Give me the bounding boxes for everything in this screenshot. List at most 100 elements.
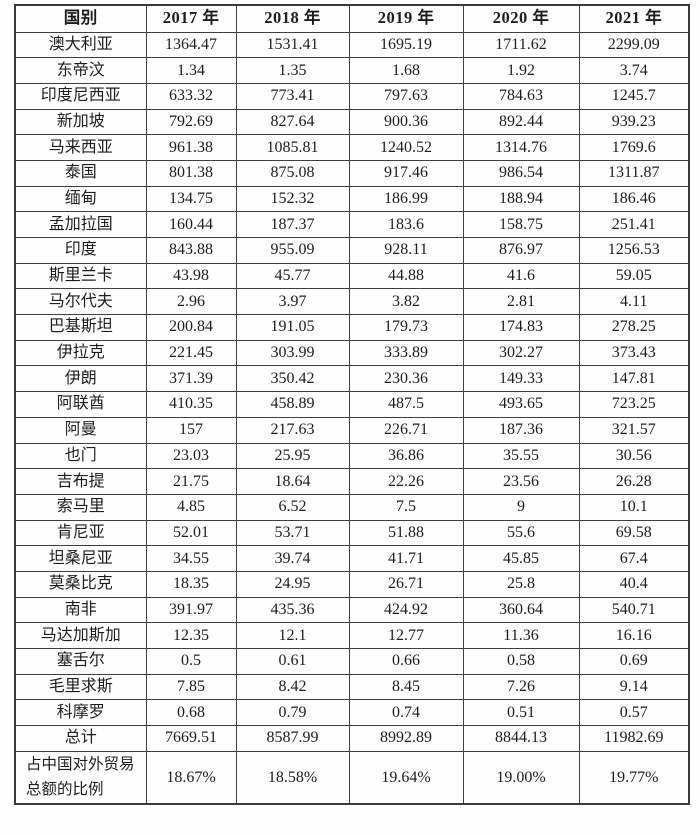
table-row: 阿联酋 410.35 458.89 487.5 493.65 723.25 bbox=[14, 391, 690, 418]
value-cell: 188.94 bbox=[462, 185, 580, 213]
value-cell: 52.01 bbox=[145, 519, 237, 547]
value-cell: 8.45 bbox=[348, 673, 464, 701]
value-cell: 11.36 bbox=[462, 622, 580, 649]
table-row: 坦桑尼亚 34.55 39.74 41.71 45.85 67.4 bbox=[14, 545, 690, 572]
value-cell: 12.77 bbox=[348, 622, 464, 649]
value-cell: 1769.6 bbox=[578, 134, 690, 161]
table-row: 阿曼 157 217.63 226.71 187.36 321.57 bbox=[14, 416, 690, 444]
table-row: 占中国对外贸易总额的比例 18.67% 18.58% 19.64% 19.00% 19.7… bbox=[14, 750, 690, 805]
country-cell: 缅甸 bbox=[14, 185, 147, 213]
trade-table: 国别 2017 年 2018 年 2019 年 2020 年 2021 年 澳大… bbox=[14, 4, 690, 806]
value-cell: 11982.69 bbox=[578, 725, 690, 752]
value-cell: 152.32 bbox=[235, 185, 350, 213]
value-cell: 801.38 bbox=[145, 159, 237, 187]
value-cell: 435.36 bbox=[235, 596, 350, 624]
value-cell: 18.64 bbox=[235, 468, 350, 495]
value-cell: 792.69 bbox=[145, 108, 237, 136]
value-cell: 0.5 bbox=[145, 648, 237, 675]
value-cell: 540.71 bbox=[578, 596, 690, 624]
country-cell: 东帝汶 bbox=[14, 57, 147, 84]
value-cell: 1.92 bbox=[462, 57, 580, 84]
table-row: 总计 7669.51 8587.99 8992.89 8844.13 11982.69 bbox=[14, 725, 690, 752]
country-cell: 占中国对外贸易总额的比例 bbox=[14, 750, 147, 805]
country-cell: 马来西亚 bbox=[14, 134, 147, 161]
header-country: 国别 bbox=[14, 4, 147, 33]
value-cell: 134.75 bbox=[145, 185, 237, 213]
value-cell: 179.73 bbox=[348, 314, 464, 341]
value-cell: 19.64% bbox=[348, 750, 464, 805]
value-cell: 458.89 bbox=[235, 391, 350, 418]
country-cell: 泰国 bbox=[14, 159, 147, 187]
country-cell: 科摩罗 bbox=[14, 699, 147, 727]
value-cell: 217.63 bbox=[235, 416, 350, 444]
value-cell: 26.28 bbox=[578, 468, 690, 495]
value-cell: 53.71 bbox=[235, 519, 350, 547]
table-row: 新加坡 792.69 827.64 900.36 892.44 939.23 bbox=[14, 108, 690, 136]
value-cell: 55.6 bbox=[462, 519, 580, 547]
value-cell: 18.35 bbox=[145, 570, 237, 598]
country-cell: 坦桑尼亚 bbox=[14, 545, 147, 572]
value-cell: 40.4 bbox=[578, 570, 690, 598]
value-cell: 41.71 bbox=[348, 545, 464, 572]
value-cell: 12.35 bbox=[145, 622, 237, 649]
value-cell: 41.6 bbox=[462, 262, 580, 290]
country-cell: 索马里 bbox=[14, 493, 147, 521]
value-cell: 19.77% bbox=[578, 750, 690, 805]
value-cell: 487.5 bbox=[348, 391, 464, 418]
country-cell: 孟加拉国 bbox=[14, 211, 147, 238]
value-cell: 424.92 bbox=[348, 596, 464, 624]
value-cell: 303.99 bbox=[235, 339, 350, 367]
value-cell: 187.36 bbox=[462, 416, 580, 444]
value-cell: 7669.51 bbox=[145, 725, 237, 752]
country-cell: 印度 bbox=[14, 237, 147, 264]
value-cell: 8844.13 bbox=[462, 725, 580, 752]
table-row: 索马里 4.85 6.52 7.5 9 10.1 bbox=[14, 493, 690, 521]
header-year-2020: 2020 年 bbox=[462, 4, 580, 33]
country-cell: 莫桑比克 bbox=[14, 570, 147, 598]
value-cell: 3.97 bbox=[235, 288, 350, 316]
value-cell: 160.44 bbox=[145, 211, 237, 238]
value-cell: 1.34 bbox=[145, 57, 237, 84]
header-year-2017: 2017 年 bbox=[145, 4, 237, 33]
value-cell: 797.63 bbox=[348, 82, 464, 110]
value-cell: 0.57 bbox=[578, 699, 690, 727]
value-cell: 955.09 bbox=[235, 237, 350, 264]
value-cell: 1711.62 bbox=[462, 31, 580, 59]
country-cell: 新加坡 bbox=[14, 108, 147, 136]
country-cell: 阿联酋 bbox=[14, 391, 147, 418]
value-cell: 493.65 bbox=[462, 391, 580, 418]
value-cell: 2299.09 bbox=[578, 31, 690, 59]
country-cell: 巴基斯坦 bbox=[14, 314, 147, 341]
value-cell: 230.36 bbox=[348, 365, 464, 393]
value-cell: 0.66 bbox=[348, 648, 464, 675]
value-cell: 67.4 bbox=[578, 545, 690, 572]
value-cell: 2.96 bbox=[145, 288, 237, 316]
value-cell: 186.46 bbox=[578, 185, 690, 213]
value-cell: 6.52 bbox=[235, 493, 350, 521]
value-cell: 26.71 bbox=[348, 570, 464, 598]
value-cell: 45.77 bbox=[235, 262, 350, 290]
value-cell: 0.51 bbox=[462, 699, 580, 727]
value-cell: 1695.19 bbox=[348, 31, 464, 59]
value-cell: 1085.81 bbox=[235, 134, 350, 161]
table-row: 吉布提 21.75 18.64 22.26 23.56 26.28 bbox=[14, 468, 690, 495]
value-cell: 1240.52 bbox=[348, 134, 464, 161]
value-cell: 7.85 bbox=[145, 673, 237, 701]
value-cell: 45.85 bbox=[462, 545, 580, 572]
value-cell: 7.26 bbox=[462, 673, 580, 701]
country-cell: 吉布提 bbox=[14, 468, 147, 495]
value-cell: 51.88 bbox=[348, 519, 464, 547]
country-cell: 南非 bbox=[14, 596, 147, 624]
header-row: 国别 2017 年 2018 年 2019 年 2020 年 2021 年 bbox=[14, 4, 690, 33]
value-cell: 251.41 bbox=[578, 211, 690, 238]
value-cell: 360.64 bbox=[462, 596, 580, 624]
value-cell: 2.81 bbox=[462, 288, 580, 316]
value-cell: 773.41 bbox=[235, 82, 350, 110]
value-cell: 9.14 bbox=[578, 673, 690, 701]
table-row: 巴基斯坦 200.84 191.05 179.73 174.83 278.25 bbox=[14, 314, 690, 341]
table-row: 塞舌尔 0.5 0.61 0.66 0.58 0.69 bbox=[14, 648, 690, 675]
value-cell: 3.82 bbox=[348, 288, 464, 316]
value-cell: 302.27 bbox=[462, 339, 580, 367]
value-cell: 23.56 bbox=[462, 468, 580, 495]
